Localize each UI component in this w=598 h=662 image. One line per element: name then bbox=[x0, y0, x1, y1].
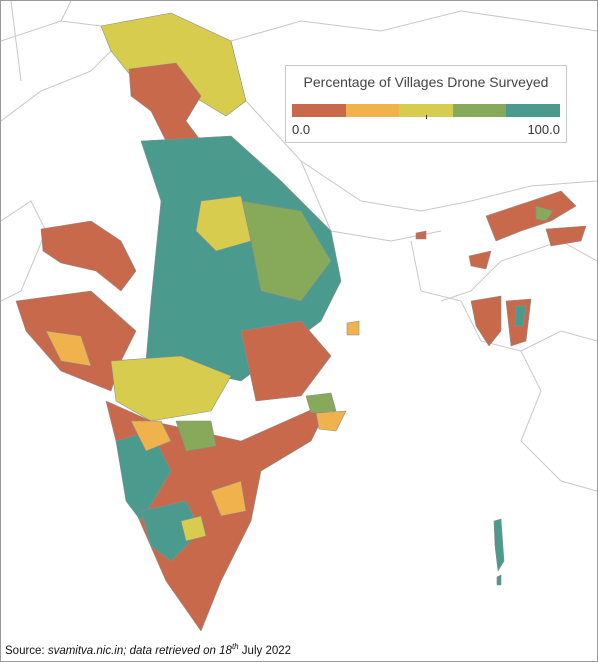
region bbox=[545, 225, 587, 247]
legend-title: Percentage of Villages Drone Surveyed bbox=[303, 74, 549, 90]
source-note: Source: svamitva.nic.in; data retrieved … bbox=[5, 642, 291, 657]
region bbox=[210, 480, 247, 517]
region bbox=[45, 330, 92, 367]
legend-min: 0.0 bbox=[292, 122, 311, 137]
region bbox=[485, 190, 577, 242]
region bbox=[195, 195, 252, 252]
region bbox=[346, 320, 360, 336]
legend: Percentage of Villages Drone Surveyed 0.… bbox=[285, 65, 567, 143]
region bbox=[175, 420, 217, 452]
region bbox=[110, 355, 232, 422]
region bbox=[415, 230, 427, 240]
region bbox=[130, 420, 172, 452]
region bbox=[496, 574, 502, 586]
region bbox=[40, 220, 137, 292]
region bbox=[514, 305, 527, 327]
region bbox=[180, 515, 207, 542]
legend-swatch bbox=[292, 104, 346, 117]
legend-swatch bbox=[452, 104, 507, 117]
legend-max: 100.0 bbox=[527, 122, 560, 137]
source-prefix: Source: bbox=[5, 645, 48, 657]
region bbox=[535, 205, 554, 222]
region bbox=[470, 295, 502, 347]
region bbox=[140, 500, 202, 562]
region bbox=[493, 518, 505, 572]
region bbox=[468, 250, 492, 270]
legend-swatch bbox=[399, 104, 453, 117]
region bbox=[240, 320, 332, 402]
legend-bar bbox=[292, 104, 560, 117]
legend-swatch bbox=[345, 104, 400, 117]
region bbox=[140, 135, 342, 382]
source-body: svamitva.nic.in; data retrieved on 18th bbox=[47, 642, 239, 657]
source-suffix: July 2022 bbox=[238, 645, 292, 657]
regions bbox=[15, 12, 587, 632]
region bbox=[305, 392, 337, 414]
region bbox=[315, 410, 347, 432]
legend-tick bbox=[426, 115, 427, 119]
legend-swatch bbox=[506, 104, 560, 117]
